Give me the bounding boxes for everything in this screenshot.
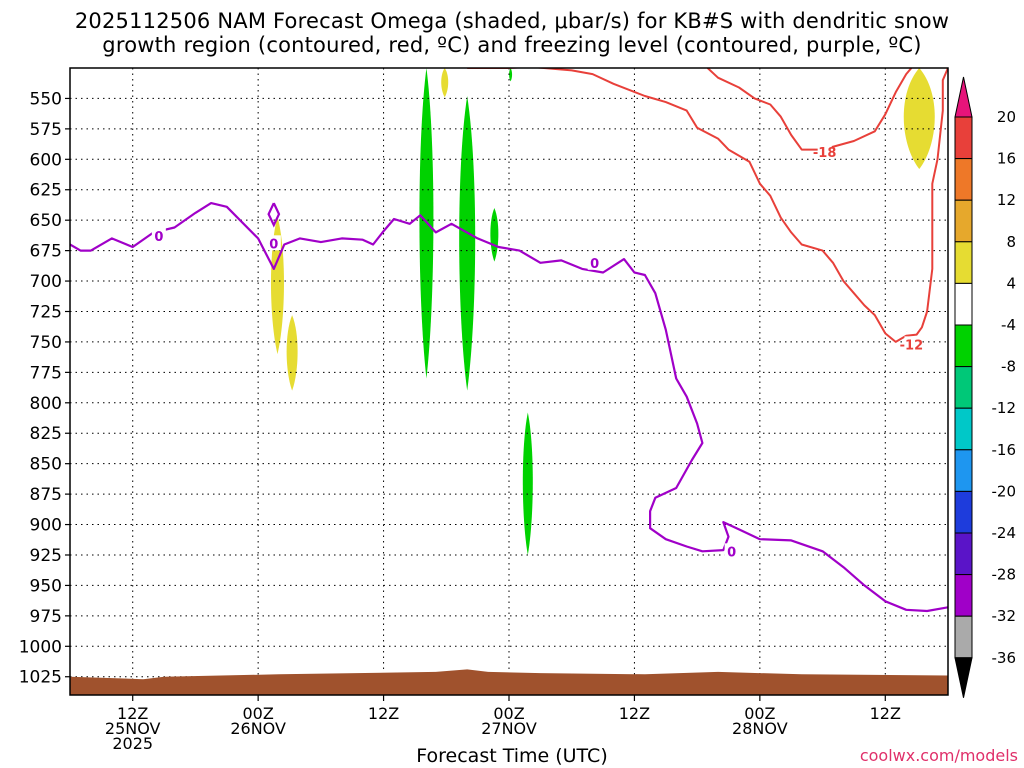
omega-colorbar: 20 16 12 8 4 -4 -8 -12 -16 -20 -24 -28 -32 -36	[954, 76, 1017, 698]
freezing-level-label-1: 0	[269, 237, 278, 252]
freezing-level-label-1-bg	[266, 235, 281, 251]
x-tick-label-6-0: 12Z	[117, 704, 148, 723]
colorbar-swatch-1	[954, 158, 973, 201]
colorbar-swatch-8	[954, 449, 973, 492]
x-tick-label-6-2: 2025	[112, 734, 153, 753]
y-tick-label-775: 775	[30, 363, 62, 383]
colorbar-swatch-7	[954, 407, 973, 451]
freezing-level-label-0-bg	[151, 228, 166, 244]
x-tick-label-30-0: 12Z	[368, 704, 399, 723]
colorbar-swatch-6	[954, 366, 973, 409]
y-tick-label-600: 600	[30, 150, 62, 170]
dgz-label-minus12-bg	[904, 336, 919, 352]
colorbar-swatch-11	[954, 574, 973, 617]
x-tick-label-42-0: 00Z	[493, 704, 524, 723]
y-tick-label-750: 750	[30, 333, 62, 353]
x-tick-label-54-0: 12Z	[619, 704, 650, 723]
y-axis: 550 575 600 625 650 675 700 725 750 775 800 825 850 8…	[19, 89, 70, 688]
colorbar-swatch-10	[954, 532, 973, 576]
colorbar-label-6: -8	[1001, 358, 1016, 376]
y-tick-label-850: 850	[30, 455, 62, 475]
contour-layer	[70, 68, 948, 613]
x-tick-label-6-1: 25NOV	[105, 719, 161, 738]
omega-patch-4	[459, 96, 476, 391]
colorbar-top-arrow	[954, 76, 973, 118]
colorbar-swatch-3	[954, 241, 973, 284]
y-tick-label-1025: 1025	[19, 668, 62, 688]
dgz-label-minus18: -18	[813, 146, 837, 161]
dgz-label-minus18-bg	[817, 144, 832, 160]
colorbar-label-12: -32	[992, 607, 1017, 625]
colorbar-label-10: -24	[992, 524, 1017, 542]
omega-patch-1	[286, 315, 298, 391]
colorbar-label-8: -16	[992, 441, 1017, 459]
colorbar-label-1: 16	[997, 150, 1016, 168]
y-tick-label-975: 975	[30, 607, 62, 627]
y-tick-label-1000: 1000	[19, 637, 62, 657]
omega-patch-6	[509, 68, 513, 82]
x-tick-label-42-1: 27NOV	[481, 719, 537, 738]
freezing-level-label-2: 0	[590, 257, 599, 272]
x-tick-label-66-1: 28NOV	[732, 719, 788, 738]
y-tick-label-650: 650	[30, 211, 62, 231]
freezing-level-line	[70, 202, 948, 613]
x-tick-label-18-1: 26NOV	[230, 719, 286, 738]
credit-text: coolwx.com/models	[859, 746, 1018, 765]
y-tick-label-675: 675	[30, 242, 62, 262]
colorbar-label-4: 4	[1006, 274, 1016, 292]
freezing-level-label-3-bg	[724, 543, 739, 559]
y-tick-label-800: 800	[30, 394, 62, 414]
freezing-level-loop	[267, 202, 281, 228]
y-tick-label-875: 875	[30, 485, 62, 505]
dgz-contour--18	[706, 68, 913, 151]
chart-title-line2: growth region (contoured, red, ºC) and f…	[102, 33, 922, 57]
colorbar-swatch-12	[954, 615, 973, 659]
colorbar-bottom-arrow	[954, 657, 973, 698]
y-tick-label-550: 550	[30, 89, 62, 109]
terrain-layer	[70, 669, 948, 695]
colorbar-label-13: -36	[992, 649, 1017, 667]
omega-patch-8	[903, 68, 935, 170]
x-axis-label: Forecast Time (UTC)	[416, 745, 608, 767]
y-tick-label-950: 950	[30, 576, 62, 596]
colorbar-label-3: 8	[1006, 233, 1016, 251]
terrain-fill	[70, 669, 948, 695]
freezing-level-label-0: 0	[154, 230, 163, 245]
omega-patch-2	[441, 68, 449, 98]
y-tick-label-625: 625	[30, 181, 62, 201]
chart-title-line1: 2025112506 NAM Forecast Omega (shaded, μ…	[74, 9, 950, 33]
colorbar-swatch-0	[954, 116, 973, 160]
y-tick-label-925: 925	[30, 546, 62, 566]
freezing-level-label-3: 0	[727, 545, 736, 560]
colorbar-swatch-2	[954, 199, 973, 243]
colorbar-swatch-4	[954, 282, 973, 326]
y-tick-label-825: 825	[30, 424, 62, 444]
omega-patch-7	[522, 412, 533, 555]
colorbar-label-2: 12	[997, 191, 1016, 209]
colorbar-swatch-9	[954, 490, 973, 534]
omega-patch-5	[490, 208, 499, 262]
y-tick-label-725: 725	[30, 302, 62, 322]
gridlines	[70, 68, 948, 695]
x-tick-label-66-0: 00Z	[744, 704, 775, 723]
x-tick-label-78-0: 12Z	[870, 704, 901, 723]
x-tick-label-18-0: 00Z	[242, 704, 273, 723]
colorbar-swatch-5	[954, 324, 973, 368]
colorbar-label-0: 20	[997, 108, 1016, 126]
contour-labels: 0 0 0 0 -12 -18	[151, 144, 924, 560]
colorbar-label-11: -28	[992, 566, 1017, 584]
colorbar-label-9: -20	[992, 482, 1017, 500]
dgz-contour--12	[467, 68, 948, 343]
colorbar-label-7: -12	[992, 399, 1017, 417]
colorbar-label-5: -4	[1001, 316, 1016, 334]
y-tick-label-575: 575	[30, 120, 62, 140]
freezing-level-label-2-bg	[587, 254, 602, 270]
y-tick-label-900: 900	[30, 516, 62, 536]
dgz-label-minus12: -12	[900, 338, 924, 353]
y-tick-label-700: 700	[30, 272, 62, 292]
